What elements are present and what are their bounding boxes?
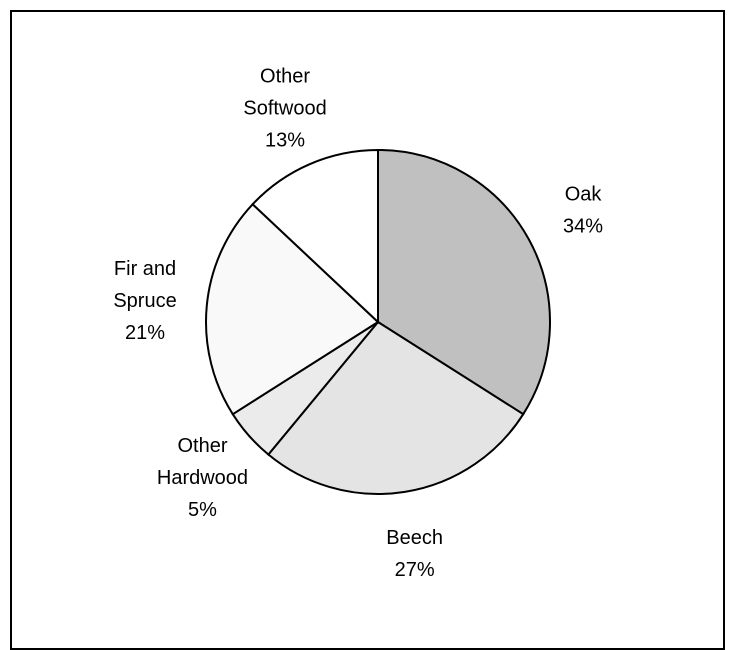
- slice-label-line: Oak: [565, 183, 603, 205]
- slice-label-line: Fir and: [114, 258, 176, 280]
- slice-label-line: Other: [260, 65, 310, 87]
- pie-slice-beech: [266, 320, 525, 495]
- slice-label-line: Beech: [386, 527, 443, 549]
- pie-labels: Oak 34% Beech 27% Other Hardwood 5% Fir and Spru…: [113, 65, 603, 581]
- slice-label-line: 13%: [265, 129, 305, 151]
- pie-slice-fir-and-spruce: [205, 202, 380, 416]
- pie-slices: [205, 148, 551, 495]
- slice-label-line: Softwood: [243, 97, 326, 119]
- slice-label-line: 21%: [125, 322, 165, 344]
- slice-label-fir-and-spruce: Fir and Spruce 21%: [113, 258, 176, 344]
- slice-label-line: Other: [177, 435, 227, 457]
- slice-label-other-softwood: Other Softwood 13%: [243, 65, 326, 151]
- pie-slice-other-softwood: [251, 148, 379, 325]
- slice-label-line: 5%: [188, 499, 217, 521]
- slice-label-line: 27%: [395, 559, 435, 581]
- pie-chart: Oak 34% Beech 27% Other Hardwood 5% Fir and Spru…: [113, 65, 603, 581]
- slice-label-line: Spruce: [113, 290, 176, 312]
- slice-label-line: 34%: [563, 215, 603, 237]
- slice-label-line: Hardwood: [157, 467, 248, 489]
- slice-label-beech: Beech 27%: [386, 527, 443, 581]
- slice-label-oak: Oak 34%: [563, 183, 603, 237]
- slice-label-other-hardwood: Other Hardwood 5%: [157, 435, 248, 521]
